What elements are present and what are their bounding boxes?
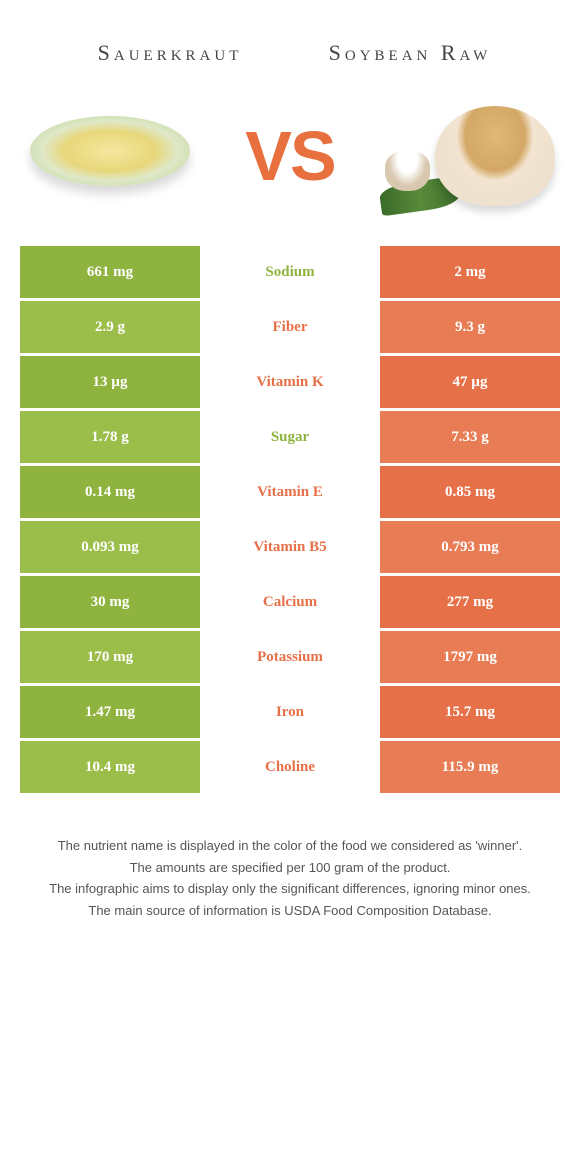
value-right: 0.85 mg — [380, 466, 560, 518]
table-row: 0.14 mgVitamin E0.85 mg — [20, 466, 560, 518]
footer-line: The nutrient name is displayed in the co… — [30, 836, 550, 856]
nutrient-label: Iron — [200, 686, 380, 738]
value-left: 661 mg — [20, 246, 200, 298]
value-right: 2 mg — [380, 246, 560, 298]
value-right: 47 µg — [380, 356, 560, 408]
value-left: 13 µg — [20, 356, 200, 408]
header: Sauerkraut Soybean Raw — [0, 0, 580, 86]
hero-row: VS — [0, 86, 580, 246]
table-row: 30 mgCalcium277 mg — [20, 576, 560, 628]
nutrient-label: Vitamin B5 — [200, 521, 380, 573]
table-row: 0.093 mgVitamin B50.793 mg — [20, 521, 560, 573]
table-row: 10.4 mgCholine115.9 mg — [20, 741, 560, 793]
food1-image — [20, 96, 200, 216]
value-left: 2.9 g — [20, 301, 200, 353]
nutrient-label: Choline — [200, 741, 380, 793]
value-left: 30 mg — [20, 576, 200, 628]
nutrient-label: Sugar — [200, 411, 380, 463]
footer-line: The main source of information is USDA F… — [30, 901, 550, 921]
value-left: 170 mg — [20, 631, 200, 683]
value-left: 0.14 mg — [20, 466, 200, 518]
nutrient-label: Fiber — [200, 301, 380, 353]
value-right: 15.7 mg — [380, 686, 560, 738]
comparison-table: 661 mgSodium2 mg2.9 gFiber9.3 g13 µgVita… — [0, 246, 580, 793]
value-right: 9.3 g — [380, 301, 560, 353]
value-left: 0.093 mg — [20, 521, 200, 573]
table-row: 13 µgVitamin K47 µg — [20, 356, 560, 408]
food2-image — [380, 96, 560, 216]
nutrient-label: Potassium — [200, 631, 380, 683]
footer-line: The amounts are specified per 100 gram o… — [30, 858, 550, 878]
value-right: 0.793 mg — [380, 521, 560, 573]
nutrient-label: Calcium — [200, 576, 380, 628]
vs-label: VS — [245, 116, 334, 196]
table-row: 170 mgPotassium1797 mg — [20, 631, 560, 683]
table-row: 1.47 mgIron15.7 mg — [20, 686, 560, 738]
footer-notes: The nutrient name is displayed in the co… — [0, 796, 580, 920]
value-left: 10.4 mg — [20, 741, 200, 793]
table-row: 661 mgSodium2 mg — [20, 246, 560, 298]
table-row: 1.78 gSugar7.33 g — [20, 411, 560, 463]
value-right: 277 mg — [380, 576, 560, 628]
food2-title: Soybean Raw — [290, 40, 530, 66]
footer-line: The infographic aims to display only the… — [30, 879, 550, 899]
value-right: 1797 mg — [380, 631, 560, 683]
nutrient-label: Vitamin K — [200, 356, 380, 408]
table-row: 2.9 gFiber9.3 g — [20, 301, 560, 353]
value-left: 1.47 mg — [20, 686, 200, 738]
value-right: 115.9 mg — [380, 741, 560, 793]
value-right: 7.33 g — [380, 411, 560, 463]
food1-title: Sauerkraut — [50, 40, 290, 66]
nutrient-label: Sodium — [200, 246, 380, 298]
nutrient-label: Vitamin E — [200, 466, 380, 518]
value-left: 1.78 g — [20, 411, 200, 463]
